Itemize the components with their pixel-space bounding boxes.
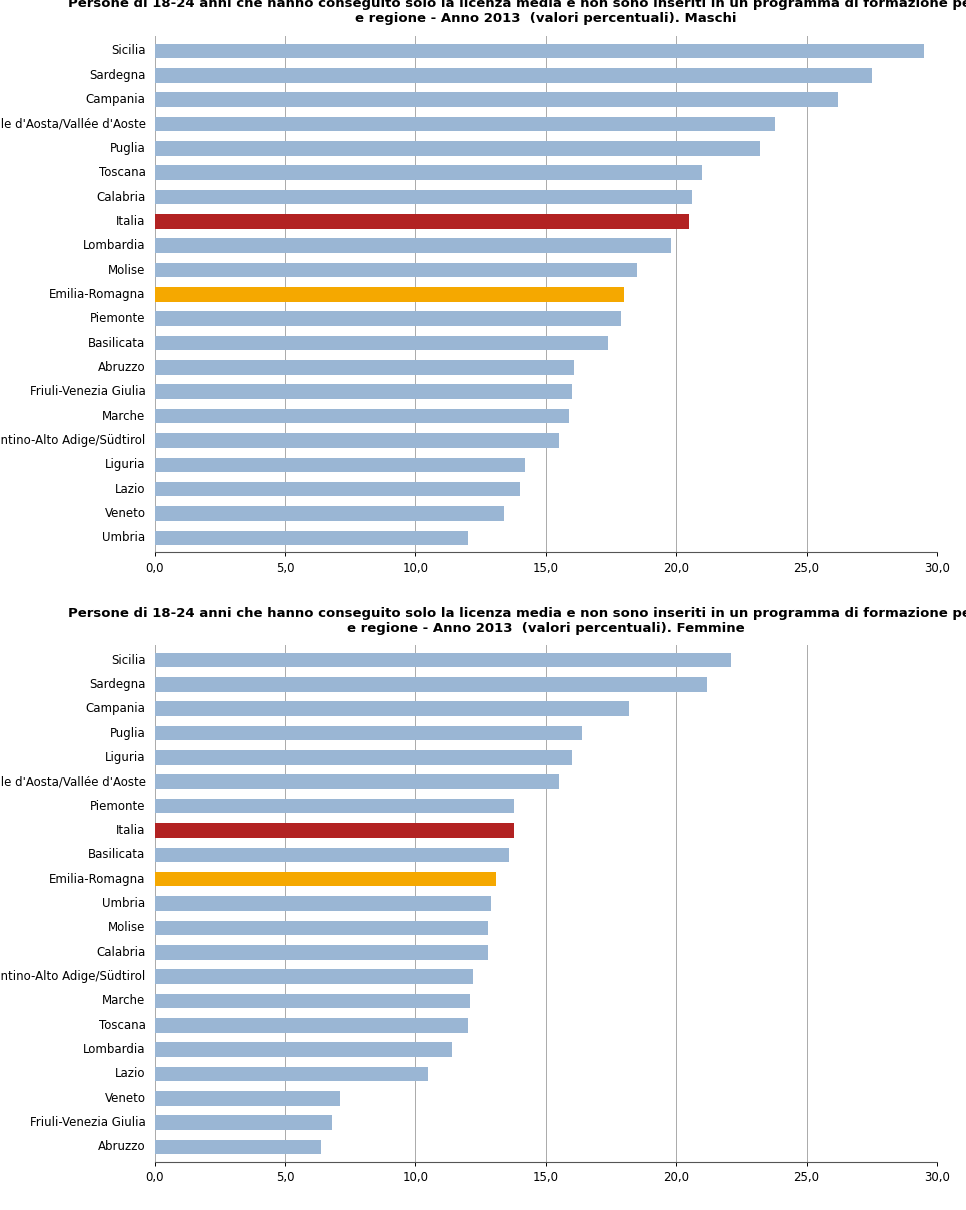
Bar [155,190,692,204]
Bar [155,945,489,960]
Bar [155,68,872,82]
Bar [155,678,707,692]
Bar [155,44,924,58]
Bar [155,409,569,423]
Bar [155,311,621,325]
Bar [155,530,468,546]
Bar [155,92,838,106]
Bar [155,993,470,1008]
Bar [155,433,558,448]
Bar [155,921,489,935]
Bar [155,116,776,131]
Bar [155,847,509,862]
Bar [155,263,638,277]
Bar [155,969,472,984]
Title: Persone di 18-24 anni che hanno conseguito solo la licenza media e non sono inse: Persone di 18-24 anni che hanno consegui… [68,606,966,634]
Bar [155,361,575,375]
Bar [155,1091,340,1106]
Bar [155,287,624,301]
Bar [155,482,520,496]
Bar [155,774,558,789]
Bar [155,1116,332,1130]
Bar [155,238,671,253]
Bar [155,214,690,229]
Bar [155,457,525,472]
Bar [155,1067,429,1082]
Bar [155,750,572,765]
Bar [155,872,497,887]
Bar [155,1018,468,1032]
Bar [155,726,582,741]
Bar [155,385,572,399]
Bar [155,702,629,716]
Bar [155,799,515,813]
Bar [155,897,491,911]
Bar [155,166,702,180]
Bar [155,336,609,351]
Bar [155,823,515,837]
Bar [155,1140,322,1154]
Bar [155,652,731,668]
Bar [155,506,504,520]
Title: Persone di 18-24 anni che hanno conseguito solo la licenza media e non sono inse: Persone di 18-24 anni che hanno consegui… [68,0,966,25]
Bar [155,142,759,156]
Bar [155,1042,452,1056]
